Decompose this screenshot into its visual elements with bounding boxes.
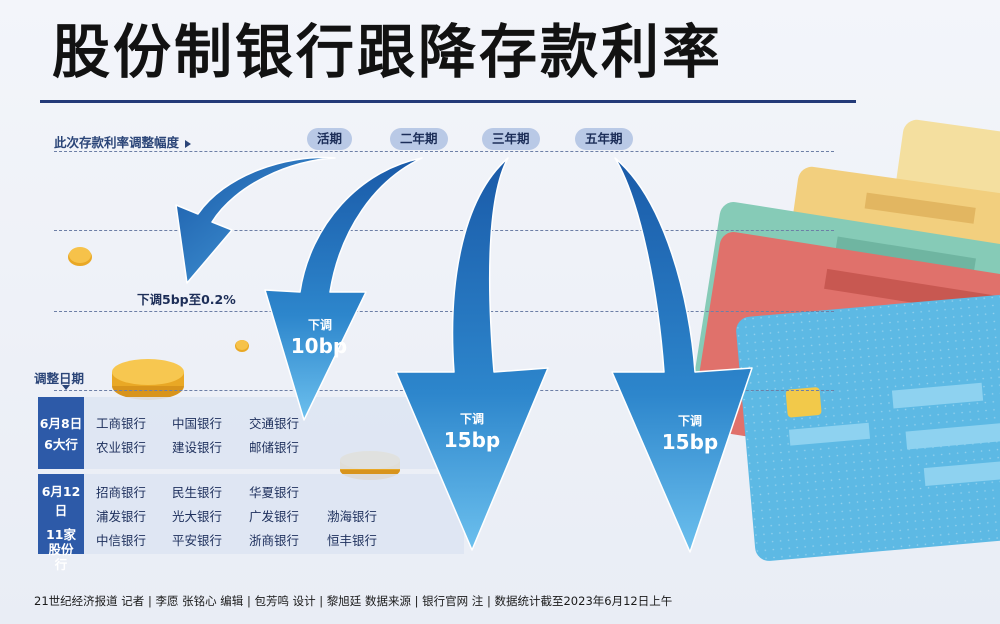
big-banks-scope: 6大行 — [44, 437, 78, 452]
bank-name: 邮储银行 — [249, 440, 300, 455]
blue-card — [736, 293, 1000, 561]
term-2-year: 二年期 — [390, 128, 448, 150]
bank-name: 恒丰银行 — [327, 533, 378, 548]
guide-line — [54, 151, 834, 152]
caret-down-icon — [62, 385, 70, 390]
guide-line — [54, 230, 834, 231]
bank-name: 广发银行 — [249, 509, 300, 524]
demand-cut-prefix: 下调 — [137, 292, 163, 307]
bank-name: 光大银行 — [172, 509, 223, 524]
term-demand: 活期 — [307, 128, 353, 150]
adjustment-date-heading: 调整日期 — [34, 368, 85, 390]
two-year-cut-amount: 10bp — [290, 334, 348, 358]
coin-icon — [235, 340, 249, 352]
credits-footer: 21世纪经济报道 记者 | 李愿 张铭心 编辑 | 包芳鸣 设计 | 黎旭廷 数… — [34, 594, 673, 608]
arrow-demand — [175, 156, 336, 284]
card-chip — [785, 387, 822, 418]
bank-name: 交通银行 — [249, 416, 300, 431]
bank-name: 建设银行 — [172, 440, 223, 455]
guide-line — [54, 311, 834, 312]
date-box-joint-stock: 6月12日 11家股份行 — [38, 474, 84, 572]
joint-stock-banks-panel — [84, 474, 464, 554]
page-title: 股份制银行跟降存款利率 — [52, 18, 724, 86]
rate-change-heading: 此次存款利率调整幅度 — [54, 132, 192, 151]
bank-name: 渤海银行 — [327, 509, 378, 524]
bank-name: 中国银行 — [172, 416, 223, 431]
bank-name: 民生银行 — [172, 485, 223, 500]
joint-stock-scope: 11家股份行 — [46, 527, 76, 572]
five-year-cut-amount: 15bp — [661, 430, 719, 454]
demand-cut-label: 下调5bp至0.2% — [137, 289, 236, 308]
title-divider — [40, 100, 856, 103]
big-banks-panel — [84, 397, 464, 469]
big-banks-date: 6月8日 — [39, 416, 83, 431]
arrow-3-year — [395, 157, 549, 551]
bank-name: 平安银行 — [172, 533, 223, 548]
two-year-cut-prefix: 下调 — [307, 318, 332, 332]
bank-name: 华夏银行 — [249, 485, 300, 500]
three-year-cut-prefix: 下调 — [459, 412, 484, 426]
joint-stock-date: 6月12日 — [41, 484, 81, 518]
arrow-5-year — [611, 157, 753, 553]
three-year-cut-amount: 15bp — [443, 428, 501, 452]
bank-name: 中信银行 — [96, 533, 147, 548]
coin-icon — [68, 247, 92, 266]
bank-name: 农业银行 — [96, 440, 147, 455]
coin-stack-icon — [112, 359, 184, 400]
term-3-year: 三年期 — [482, 128, 540, 150]
play-triangle-icon — [185, 139, 192, 148]
bank-name: 浦发银行 — [96, 509, 147, 524]
demand-cut-amount: 5bp至0.2% — [162, 292, 236, 307]
date-box-big-banks: 6月8日 6大行 — [38, 397, 84, 469]
bank-name: 浙商银行 — [249, 533, 300, 548]
bank-name: 工商银行 — [96, 416, 147, 431]
five-year-cut-prefix: 下调 — [677, 414, 702, 428]
term-5-year: 五年期 — [575, 128, 633, 150]
bank-name: 招商银行 — [96, 485, 147, 500]
arrow-2-year — [264, 157, 423, 421]
rate-change-heading-text: 此次存款利率调整幅度 — [54, 135, 180, 150]
adjustment-date-heading-text: 调整日期 — [34, 371, 85, 386]
